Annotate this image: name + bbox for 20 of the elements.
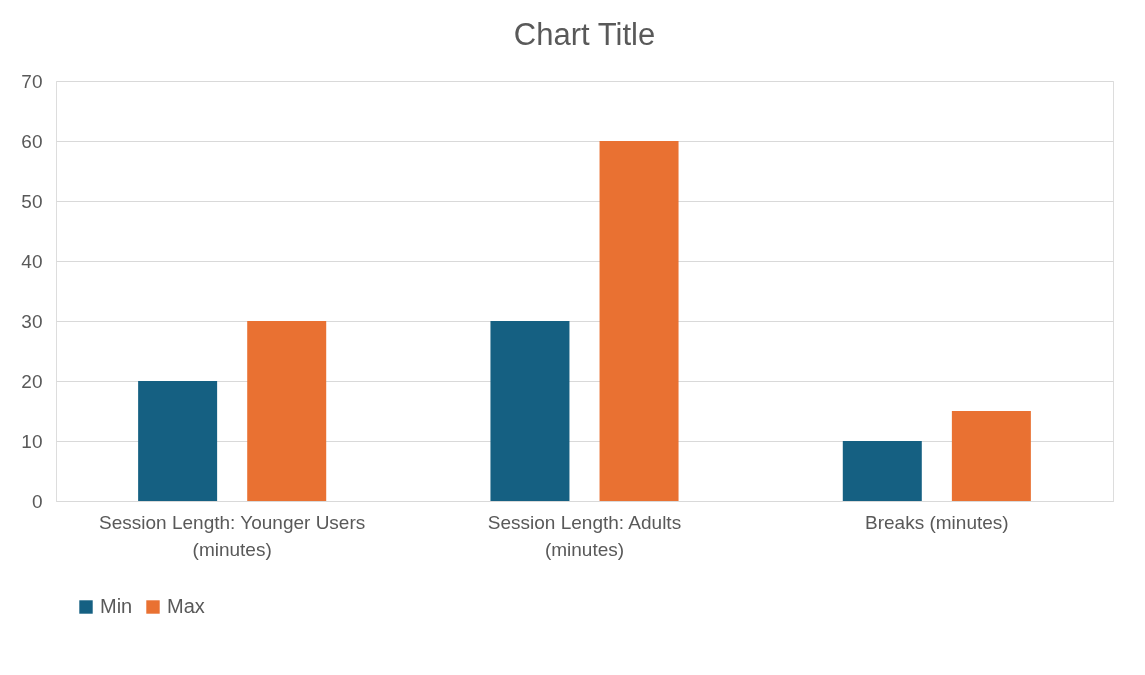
y-tick-label: 50 — [21, 190, 43, 212]
x-tick-label: Breaks (minutes) — [865, 511, 1009, 533]
bar — [247, 321, 327, 501]
bar — [951, 411, 1031, 501]
y-tick-label: 20 — [21, 370, 43, 392]
legend-label: Min — [100, 595, 133, 617]
bar — [138, 381, 218, 501]
y-tick-label: 0 — [31, 490, 43, 512]
y-tick-label: 10 — [21, 430, 43, 452]
y-tick-label: 40 — [21, 250, 43, 272]
bar — [490, 321, 570, 501]
bar — [599, 141, 679, 501]
y-tick-label: 30 — [21, 310, 43, 332]
bar — [842, 441, 922, 501]
y-tick-label: 60 — [21, 130, 43, 152]
chart-title: Chart Title — [513, 17, 656, 52]
y-tick-label: 70 — [21, 70, 43, 92]
legend-label: Max — [167, 595, 205, 617]
x-tick-label: Session Length: Adults (minutes) — [487, 511, 682, 560]
x-tick-label: Session Length: Younger Users (minutes) — [99, 511, 366, 560]
